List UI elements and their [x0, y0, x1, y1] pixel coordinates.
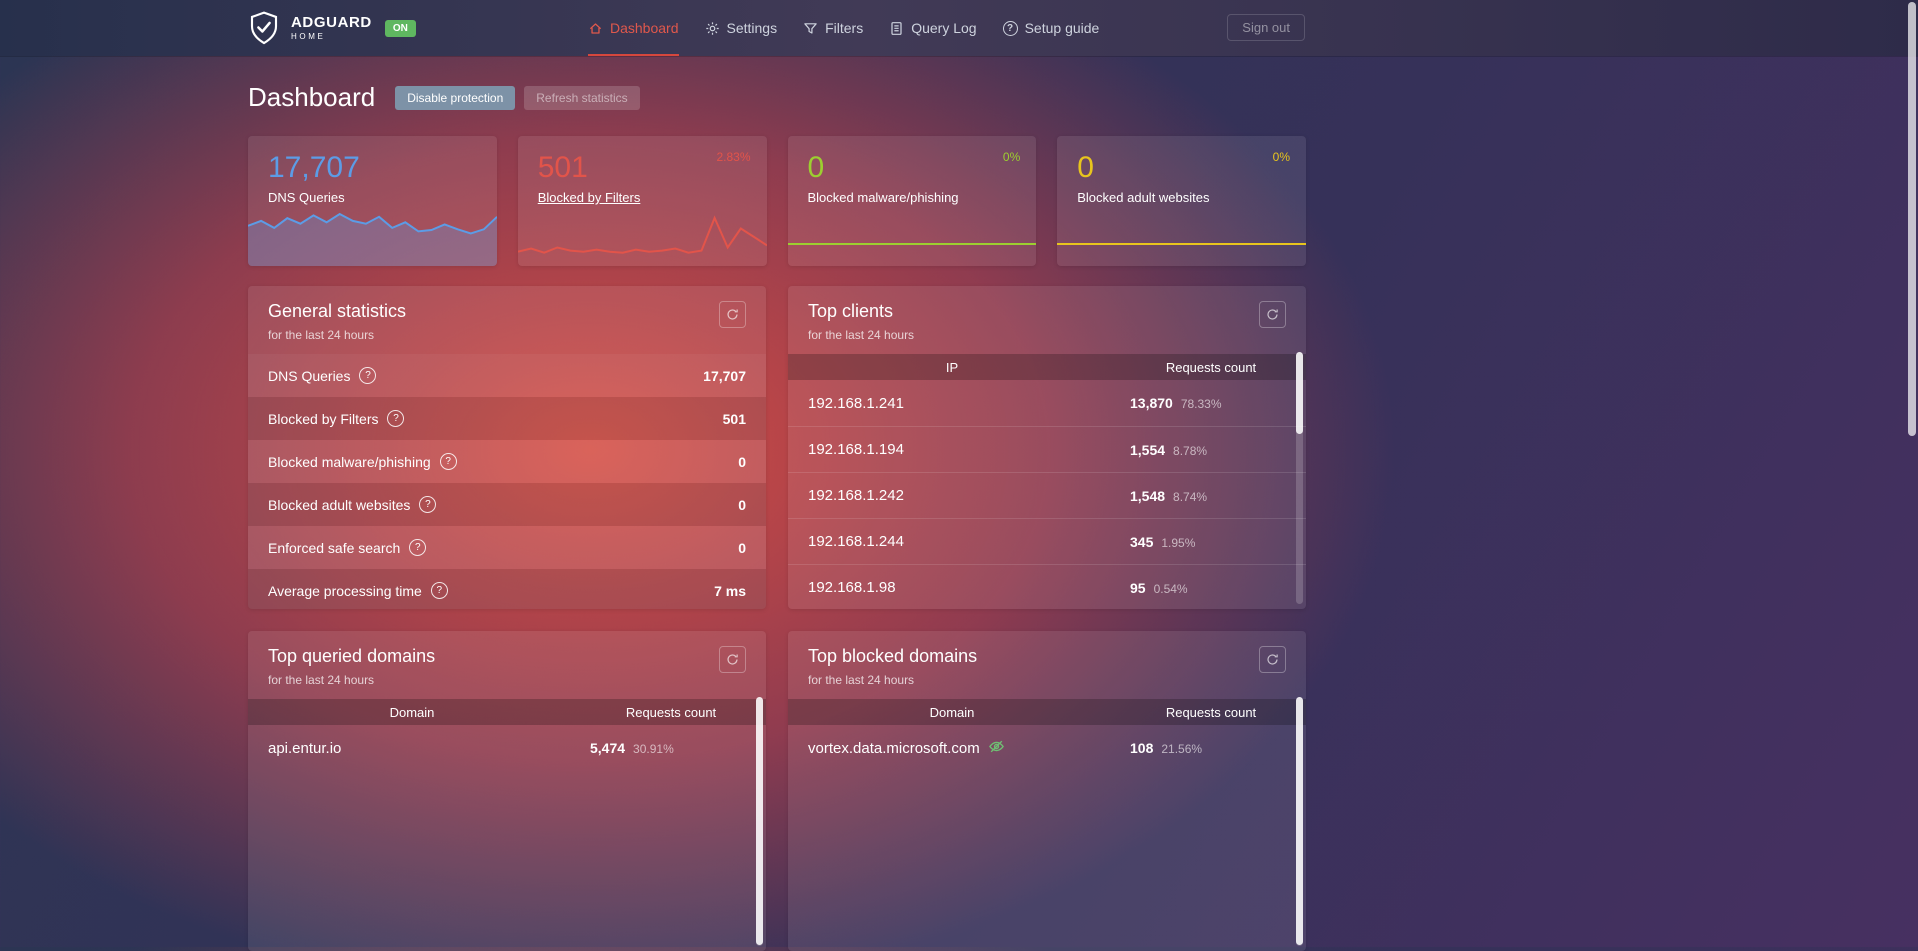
gear-icon: [705, 21, 720, 36]
stat-row: Blocked by Filters ? 501: [248, 397, 766, 440]
top-blocked-domains-panel: Top blocked domains for the last 24 hour…: [788, 631, 1306, 951]
panel-title: Top blocked domains: [808, 646, 978, 666]
blocked-malware-card: 0% 0 Blocked malware/phishing: [787, 136, 1037, 266]
stat-row: Blocked adult websites ? 0: [248, 483, 766, 526]
top-blocked-table: vortex.data.microsoft.com 108 21.56%: [788, 725, 1306, 771]
help-icon[interactable]: ?: [430, 582, 448, 599]
stat-row: Enforced safe search ? 0: [248, 526, 766, 569]
refresh-icon[interactable]: [719, 646, 746, 673]
stat-row: Average processing time ? 7 ms: [248, 569, 766, 609]
brand-subtitle: HOME: [291, 32, 326, 41]
stat-row: DNS Queries ? 17,707: [248, 354, 766, 397]
blocked-adult-sparkline: [1057, 222, 1306, 246]
stat-percent: 0%: [1002, 150, 1021, 164]
panel-scrollbar-track[interactable]: [1296, 352, 1303, 604]
blocked-malware-sparkline: [787, 222, 1037, 246]
refresh-icon[interactable]: [1259, 301, 1286, 328]
top-queried-domains-panel: Top queried domains for the last 24 hour…: [248, 631, 766, 951]
panel-subtitle: for the last 24 hours: [808, 673, 915, 687]
help-icon[interactable]: ?: [439, 453, 457, 470]
document-icon: [889, 21, 904, 36]
page-scrollbar[interactable]: [1908, 2, 1916, 436]
nav-query-log[interactable]: Query Log: [889, 0, 977, 56]
brand-name: ADGUARD: [291, 14, 372, 31]
top-clients-panel: Top clients for the last 24 hours IP Req…: [788, 286, 1306, 609]
table-row: 192.168.1.98 95 0.54%: [788, 564, 1306, 609]
refresh-icon[interactable]: [719, 301, 746, 328]
stat-percent: 2.83%: [716, 150, 751, 164]
panel-scrollbar-thumb[interactable]: [1296, 697, 1303, 945]
blocked-adult-label: Blocked adult websites: [1077, 190, 1210, 205]
dns-queries-value: 17,707: [268, 151, 360, 184]
stat-percent: 0%: [1272, 150, 1290, 164]
stat-row: Blocked malware/phishing ? 0: [248, 440, 766, 483]
blocked-malware-value: 0: [807, 151, 825, 184]
table-header: Domain Requests count: [248, 699, 766, 725]
general-statistics-list: DNS Queries ? 17,707 Blocked by Filters …: [248, 354, 766, 609]
tracking-blocked-eye-icon: [988, 738, 1005, 759]
disable-protection-button[interactable]: Disable protection: [395, 85, 516, 110]
help-icon[interactable]: ?: [419, 496, 437, 513]
table-row: 192.168.1.241 13,870 78.33%: [808, 394, 1222, 412]
top-clients-table: 192.168.1.241 13,870 78.33% 192.168.1.194…: [788, 380, 1306, 609]
panel-subtitle: for the last 24 hours: [268, 673, 375, 687]
table-row: vortex.data.microsoft.com 108 21.56%: [808, 738, 1203, 759]
dashboard-page: Dashboard Disable protection Refresh sta…: [248, 56, 1306, 951]
blocked-by-filters-card: 2.83% 501 Blocked by Filters: [517, 136, 767, 266]
table-row: api.entur.io 5,474 30.91%: [268, 739, 674, 757]
protection-status-badge: ON: [384, 19, 416, 37]
shield-logo-icon: [248, 10, 280, 46]
panel-title: General statistics: [268, 301, 407, 321]
nav-filters[interactable]: Filters: [803, 0, 863, 56]
page-title: Dashboard: [248, 82, 376, 112]
panel-subtitle: for the last 24 hours: [268, 328, 375, 342]
sign-out-button[interactable]: Sign out: [1227, 14, 1305, 41]
nav-settings[interactable]: Settings: [705, 0, 777, 56]
help-icon[interactable]: ?: [409, 539, 427, 556]
navbar: ADGUARD HOME ON Dashboard Settings Filte…: [0, 0, 1918, 56]
stat-cards-row: 17,707 DNS Queries 2.83% 501 Blocked by …: [248, 136, 1306, 266]
table-header: Domain Requests count: [788, 699, 1306, 725]
panel-scrollbar-thumb[interactable]: [756, 697, 763, 945]
refresh-statistics-button[interactable]: Refresh statistics: [524, 85, 640, 110]
main-nav: Dashboard Settings Filters Query Log ? S…: [588, 0, 1099, 56]
table-row: 192.168.1.244 345 1.95%: [788, 518, 1306, 564]
blocked-filters-link[interactable]: Blocked by Filters: [537, 190, 641, 205]
blocked-adult-value: 0: [1077, 151, 1094, 184]
general-statistics-panel: General statistics for the last 24 hours…: [248, 286, 766, 609]
funnel-icon: [803, 21, 818, 36]
panel-subtitle: for the last 24 hours: [808, 328, 915, 342]
nav-dashboard[interactable]: Dashboard: [588, 0, 679, 56]
page-header: Dashboard Disable protection Refresh sta…: [248, 82, 1306, 113]
panel-scrollbar-thumb[interactable]: [1296, 352, 1303, 434]
dashboard-icon: [588, 21, 603, 36]
panel-title: Top clients: [808, 301, 894, 321]
dns-queries-label: DNS Queries: [268, 190, 345, 205]
help-icon[interactable]: ?: [387, 410, 405, 427]
nav-setup-guide[interactable]: ? Setup guide: [1002, 0, 1099, 56]
table-row: 192.168.1.194 1,554 8.78%: [788, 426, 1306, 472]
help-icon[interactable]: ?: [359, 367, 377, 384]
help-circle-icon: ?: [1002, 20, 1018, 36]
blocked-malware-label: Blocked malware/phishing: [807, 190, 959, 205]
panel-title: Top queried domains: [268, 646, 436, 666]
dns-queries-card: 17,707 DNS Queries: [248, 136, 497, 266]
blocked-filters-value: 501: [537, 151, 588, 184]
table-header: IP Requests count: [788, 354, 1306, 380]
refresh-icon[interactable]: [1259, 646, 1286, 673]
blocked-adult-card: 0% 0 Blocked adult websites: [1057, 136, 1306, 266]
top-queried-table: api.entur.io 5,474 30.91%: [248, 725, 766, 771]
adguard-home-logo[interactable]: ADGUARD HOME ON: [248, 0, 416, 56]
table-row: 192.168.1.242 1,548 8.74%: [788, 472, 1306, 518]
